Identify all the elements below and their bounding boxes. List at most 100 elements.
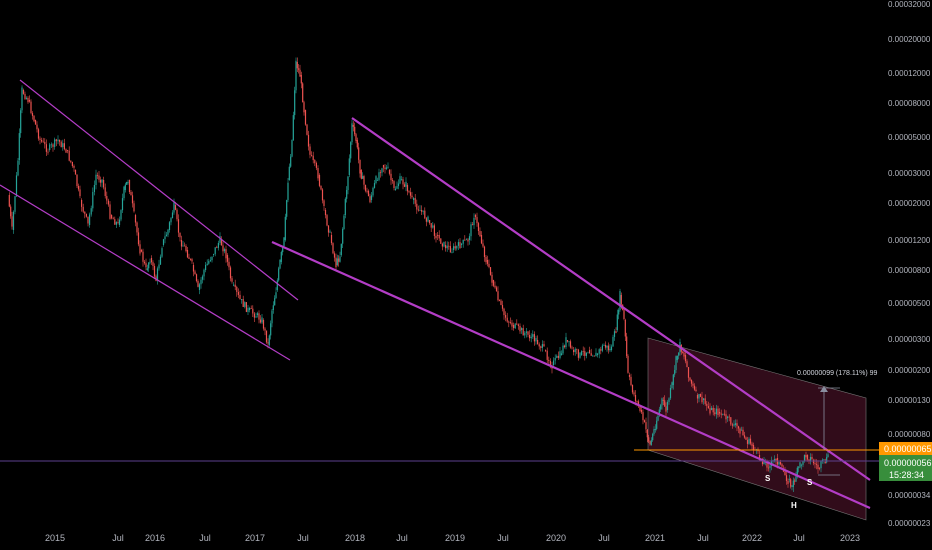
candle-body [265, 330, 268, 343]
candle-body [525, 331, 527, 333]
candle-body [766, 461, 768, 468]
candle-body [658, 409, 660, 415]
price-axis[interactable]: 0.00032000 0.00020000 0.00012000 0.00008000… [888, 0, 931, 528]
candle-body [703, 398, 705, 400]
candle-body [411, 195, 413, 198]
candle-body [96, 175, 99, 176]
candle-body [613, 331, 616, 337]
time-axis[interactable]: 2015 Jul 2016 Jul 2017 Jul 2018 Jul 2019 Jul 2020 J… [45, 533, 860, 543]
candle-body [249, 308, 251, 310]
candle-body [272, 305, 274, 310]
candle-body [394, 188, 397, 190]
candle-body [34, 120, 37, 125]
candle-body [295, 60, 297, 91]
candle-body [168, 222, 171, 230]
candle-body [654, 428, 656, 430]
candle-body [198, 284, 201, 290]
candle-body [350, 142, 352, 159]
candle-body [299, 69, 301, 77]
candle-body [70, 160, 72, 162]
channel-1-top[interactable] [19, 79, 299, 301]
candle-body [139, 244, 141, 254]
candle-body [55, 139, 57, 142]
candle-body [545, 350, 547, 351]
candle-body [378, 172, 380, 180]
candle-body [620, 295, 622, 305]
channel-1-bottom[interactable] [0, 184, 291, 361]
candle-body [425, 218, 427, 222]
candle-body [438, 235, 440, 239]
candle-body [208, 261, 210, 264]
candle-body [275, 292, 277, 299]
candle-body [106, 196, 108, 201]
candle-body [660, 405, 662, 410]
candle-body [538, 344, 540, 347]
price-tick-label: 0.00000130 [888, 396, 931, 405]
channel-2-top[interactable] [351, 117, 871, 481]
candle-body [165, 234, 168, 237]
candle-body [809, 457, 812, 461]
candle-body [287, 182, 289, 201]
candle-body [405, 181, 407, 187]
candle-body [574, 348, 576, 353]
price-tick-label: 0.00000023 [888, 519, 931, 528]
candle-body [530, 336, 532, 339]
candle-body [501, 305, 504, 309]
measure-tool[interactable]: 0.00000099 (178.11%) 99 [797, 370, 878, 476]
candles-group [8, 57, 829, 492]
candle-body [791, 485, 793, 487]
candle-body [627, 356, 629, 373]
candle-body [159, 256, 162, 265]
candle-body [814, 463, 816, 464]
candle-body [348, 158, 350, 175]
candle-body [601, 345, 603, 351]
time-tick-label: 2016 [145, 533, 165, 543]
channel-2-bottom[interactable] [271, 240, 871, 510]
price-tick-label: 0.00012000 [888, 69, 931, 78]
candle-body [367, 190, 370, 197]
candle-body [400, 179, 403, 181]
candle-body [391, 180, 394, 182]
candle-body [92, 192, 94, 209]
candle-body [623, 310, 625, 319]
candle-body [126, 182, 128, 185]
candle-body [494, 285, 496, 288]
candle-body [511, 322, 513, 327]
candle-body [161, 248, 163, 257]
candle-body [36, 124, 38, 130]
candle-body [137, 232, 140, 245]
candle-body [653, 429, 655, 434]
candle-body [130, 192, 132, 196]
candle-body [81, 200, 83, 207]
candle-body [684, 355, 687, 362]
candle-body [306, 124, 308, 135]
candle-body [662, 400, 664, 401]
candle-body [468, 236, 471, 240]
candle-body [73, 165, 75, 168]
candle-body [339, 256, 341, 262]
candle-body [344, 198, 346, 215]
candle-body [37, 129, 40, 139]
candle-body [820, 461, 822, 469]
candle-body [514, 323, 516, 329]
candle-body [565, 337, 567, 348]
candle-body [39, 138, 41, 140]
candle-body [15, 175, 18, 197]
candle-body [826, 457, 828, 463]
candle-body [769, 465, 771, 468]
candle-body [290, 156, 292, 167]
candle-body [453, 246, 455, 250]
candle-body [798, 467, 800, 469]
candle-body [352, 125, 354, 127]
candle-body [302, 83, 304, 103]
candle-body [60, 141, 62, 148]
candle-body [180, 240, 183, 247]
candle-body [304, 110, 307, 125]
candle-body [619, 291, 621, 311]
candle-body [225, 249, 227, 259]
candle-body [222, 245, 224, 252]
candle-body [213, 254, 215, 255]
candle-body [675, 356, 677, 370]
candle-body [397, 183, 400, 187]
